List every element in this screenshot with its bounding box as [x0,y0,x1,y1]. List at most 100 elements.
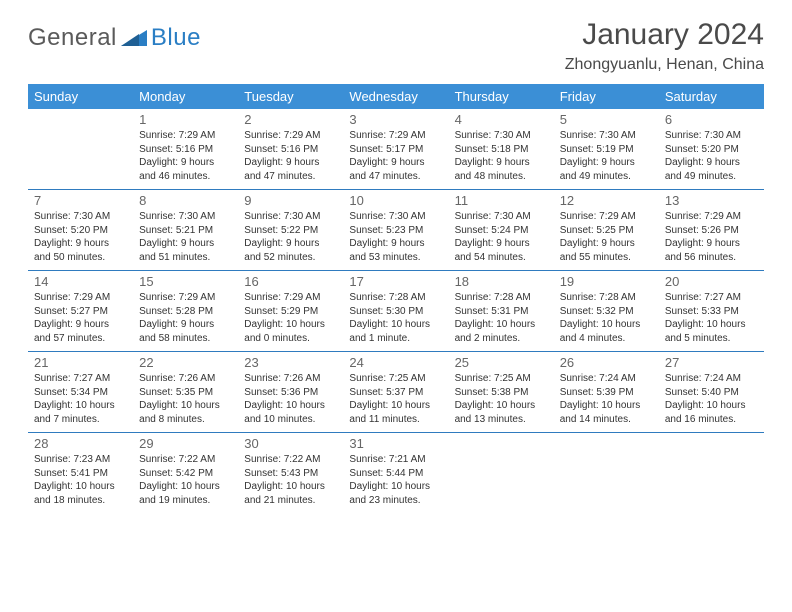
sunrise-line: Sunrise: 7:26 AM [244,372,337,386]
calendar-week-row: 28Sunrise: 7:23 AMSunset: 5:41 PMDayligh… [28,433,764,513]
day-number: 22 [139,355,232,370]
daylight-line: Daylight: 10 hours and 8 minutes. [139,399,232,426]
daylight-line: Daylight: 10 hours and 5 minutes. [665,318,758,345]
sunrise-line: Sunrise: 7:29 AM [139,291,232,305]
calendar-day-cell: 20Sunrise: 7:27 AMSunset: 5:33 PMDayligh… [659,271,764,352]
daylight-line: Daylight: 9 hours and 52 minutes. [244,237,337,264]
day-info: Sunrise: 7:30 AMSunset: 5:24 PMDaylight:… [455,210,548,264]
sunrise-line: Sunrise: 7:27 AM [34,372,127,386]
header: General Blue January 2024 Zhongyuanlu, H… [28,18,764,74]
sunset-line: Sunset: 5:32 PM [560,305,653,319]
daylight-line: Daylight: 9 hours and 49 minutes. [560,156,653,183]
calendar-header: SundayMondayTuesdayWednesdayThursdayFrid… [28,84,764,109]
daylight-line: Daylight: 10 hours and 23 minutes. [349,480,442,507]
daylight-line: Daylight: 9 hours and 53 minutes. [349,237,442,264]
brand-name: General [28,24,117,52]
sunrise-line: Sunrise: 7:30 AM [455,210,548,224]
sunset-line: Sunset: 5:23 PM [349,224,442,238]
weekday-header: Sunday [28,84,133,109]
calendar-day-cell: 5Sunrise: 7:30 AMSunset: 5:19 PMDaylight… [554,109,659,190]
sunrise-line: Sunrise: 7:29 AM [665,210,758,224]
day-number: 29 [139,436,232,451]
sunset-line: Sunset: 5:20 PM [665,143,758,157]
day-info: Sunrise: 7:30 AMSunset: 5:18 PMDaylight:… [455,129,548,183]
sunrise-line: Sunrise: 7:28 AM [560,291,653,305]
sunset-line: Sunset: 5:37 PM [349,386,442,400]
calendar-day-cell: 7Sunrise: 7:30 AMSunset: 5:20 PMDaylight… [28,190,133,271]
daylight-line: Daylight: 10 hours and 1 minute. [349,318,442,345]
calendar-day-cell: 11 Sunrise: 7:30 AMSunset: 5:24 PMDayligh… [449,190,554,271]
daylight-line: Daylight: 9 hours and 54 minutes. [455,237,548,264]
sunset-line: Sunset: 5:43 PM [244,467,337,481]
calendar-week-row: 21Sunrise: 7:27 AMSunset: 5:34 PMDayligh… [28,352,764,433]
day-info: Sunrise: 7:29 AMSunset: 5:17 PMDaylight:… [349,129,442,183]
day-number: 15 [139,274,232,289]
day-number: 8 [139,193,232,208]
day-info: Sunrise: 7:27 AMSunset: 5:33 PMDaylight:… [665,291,758,345]
calendar-day-cell: 9 Sunrise: 7:30 AMSunset: 5:22 PMDaylight… [238,190,343,271]
calendar-day-cell: 22Sunrise: 7:26 AMSunset: 5:35 PMDayligh… [133,352,238,433]
calendar-day-cell: 4Sunrise: 7:30 AMSunset: 5:18 PMDaylight… [449,109,554,190]
daylight-line: Daylight: 10 hours and 14 minutes. [560,399,653,426]
sunset-line: Sunset: 5:29 PM [244,305,337,319]
sunset-line: Sunset: 5:42 PM [139,467,232,481]
day-info: Sunrise: 7:25 AMSunset: 5:38 PMDaylight:… [455,372,548,426]
calendar-week-row: 1Sunrise: 7:29 AMSunset: 5:16 PMDaylight… [28,109,764,190]
day-number: 11 [455,193,548,208]
day-number: 18 [455,274,548,289]
weekday-header: Tuesday [238,84,343,109]
day-number: 24 [349,355,442,370]
calendar-day-cell: 25 Sunrise: 7:25 AMSunset: 5:38 PMDayligh… [449,352,554,433]
day-number: 25 [455,355,548,370]
calendar-day-cell [554,433,659,513]
month-title: January 2024 [565,18,764,52]
daylight-line: Daylight: 10 hours and 11 minutes. [349,399,442,426]
sunset-line: Sunset: 5:34 PM [34,386,127,400]
brand-name-a: General [28,24,117,51]
daylight-line: Daylight: 9 hours and 58 minutes. [139,318,232,345]
calendar-day-cell: 1Sunrise: 7:29 AMSunset: 5:16 PMDaylight… [133,109,238,190]
sunset-line: Sunset: 5:27 PM [34,305,127,319]
day-info: Sunrise: 7:30 AMSunset: 5:20 PMDaylight:… [665,129,758,183]
calendar-week-row: 14 Sunrise: 7:29 AM Sunset: 5:27 PM Dayligh… [28,271,764,352]
sunrise-line: Sunrise: 7:21 AM [349,453,442,467]
weekday-header: Saturday [659,84,764,109]
calendar-day-cell [28,109,133,190]
brand-triangle-icon [121,26,147,51]
day-info: Sunrise: 7:22 AMSunset: 5:43 PMDaylight:… [244,453,337,507]
daylight-line: Daylight: 10 hours and 7 minutes. [34,399,127,426]
calendar-day-cell: 13Sunrise: 7:29 AMSunset: 5:26 PMDayligh… [659,190,764,271]
sunset-line: Sunset: 5:38 PM [455,386,548,400]
daylight-line: Daylight: 10 hours and 2 minutes. [455,318,548,345]
daylight-line: Daylight: 10 hours and 21 minutes. [244,480,337,507]
day-info: Sunrise: 7:30 AMSunset: 5:22 PMDaylight:… [244,210,337,264]
sunrise-line: Sunrise: 7:30 AM [560,129,653,143]
day-number: 17 [349,274,442,289]
day-info: Sunrise: 7:27 AMSunset: 5:34 PMDaylight:… [34,372,127,426]
sunset-line: Sunset: 5:41 PM [34,467,127,481]
calendar-day-cell: 24 Sunrise: 7:25 AMSunset: 5:37 PMDayligh… [343,352,448,433]
brand-name-b: Blue [151,24,201,52]
day-number: 9 [244,193,337,208]
day-number: 21 [34,355,127,370]
calendar-day-cell: 31Sunrise: 7:21 AMSunset: 5:44 PMDayligh… [343,433,448,513]
sunrise-line: Sunrise: 7:28 AM [349,291,442,305]
daylight-line: Daylight: 9 hours and 49 minutes. [665,156,758,183]
daylight-line: Daylight: 10 hours and 4 minutes. [560,318,653,345]
daylight-line: Daylight: 10 hours and 13 minutes. [455,399,548,426]
sunset-line: Sunset: 5:21 PM [139,224,232,238]
daylight-line: Daylight: 9 hours and 50 minutes. [34,237,127,264]
calendar-day-cell: 2Sunrise: 7:29 AMSunset: 5:16 PMDaylight… [238,109,343,190]
title-block: January 2024 Zhongyuanlu, Henan, China [565,18,764,74]
sunset-line: Sunset: 5:40 PM [665,386,758,400]
day-number: 14 [34,274,127,289]
sunset-line: Sunset: 5:30 PM [349,305,442,319]
sunset-line: Sunset: 5:35 PM [139,386,232,400]
day-info: Sunrise: 7:28 AMSunset: 5:30 PMDaylight:… [349,291,442,345]
day-info: Sunrise: 7:29 AMSunset: 5:25 PMDaylight:… [560,210,653,264]
calendar-day-cell: 28Sunrise: 7:23 AMSunset: 5:41 PMDayligh… [28,433,133,513]
sunrise-line: Sunrise: 7:25 AM [455,372,548,386]
day-info: Sunrise: 7:30 AMSunset: 5:19 PMDaylight:… [560,129,653,183]
calendar-day-cell: 15Sunrise: 7:29 AMSunset: 5:28 PMDayligh… [133,271,238,352]
sunrise-line: Sunrise: 7:25 AM [349,372,442,386]
